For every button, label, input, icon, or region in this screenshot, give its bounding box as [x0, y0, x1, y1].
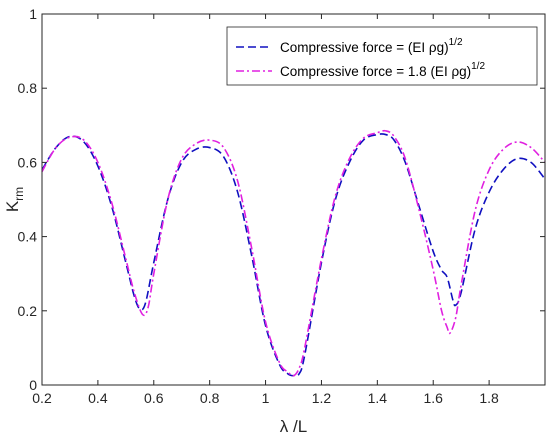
y-tick-label: 0	[29, 377, 37, 393]
y-axis-title: Krm	[3, 187, 26, 212]
x-tick-label: 0.6	[144, 390, 164, 406]
series-line-2	[41, 129, 546, 377]
series-line-1	[41, 133, 546, 377]
legend: Compressive force = (EI ρg)1/2 Compressi…	[226, 26, 538, 86]
series-layer	[41, 129, 546, 377]
x-tick-label: 1.8	[479, 390, 499, 406]
x-tick-label: 1	[262, 390, 270, 406]
x-tick-label: 0.8	[200, 390, 220, 406]
x-tick-label: 0.2	[32, 390, 52, 406]
y-tick-label: 0.2	[18, 303, 38, 319]
legend-label-series-1: Compressive force = (EI ρg)1/2	[280, 37, 463, 55]
x-tick-label: 1.2	[312, 390, 332, 406]
y-tick-label: 1	[29, 6, 37, 22]
x-tick-label: 0.4	[88, 390, 108, 406]
legend-box	[226, 26, 538, 86]
x-tick-label: 1.6	[423, 390, 443, 406]
y-tick-label: 0.8	[18, 80, 38, 96]
y-tick-label: 0.6	[18, 154, 38, 170]
y-axis-title-base: K	[3, 200, 22, 212]
legend-label-series-2: Compressive force = 1.8 (EI ρg)1/2	[280, 61, 485, 79]
y-tick-label: 0.4	[18, 229, 38, 245]
x-axis-title: λ /L	[280, 417, 307, 436]
plot-frame	[41, 13, 546, 386]
x-tick-label: 1.4	[368, 390, 388, 406]
y-axis-title-subscript: rm	[12, 187, 26, 201]
x-axis-ticks: 0.2 0.4 0.6 0.8 1 1.2 1.4 1.6 1.8	[32, 14, 499, 406]
